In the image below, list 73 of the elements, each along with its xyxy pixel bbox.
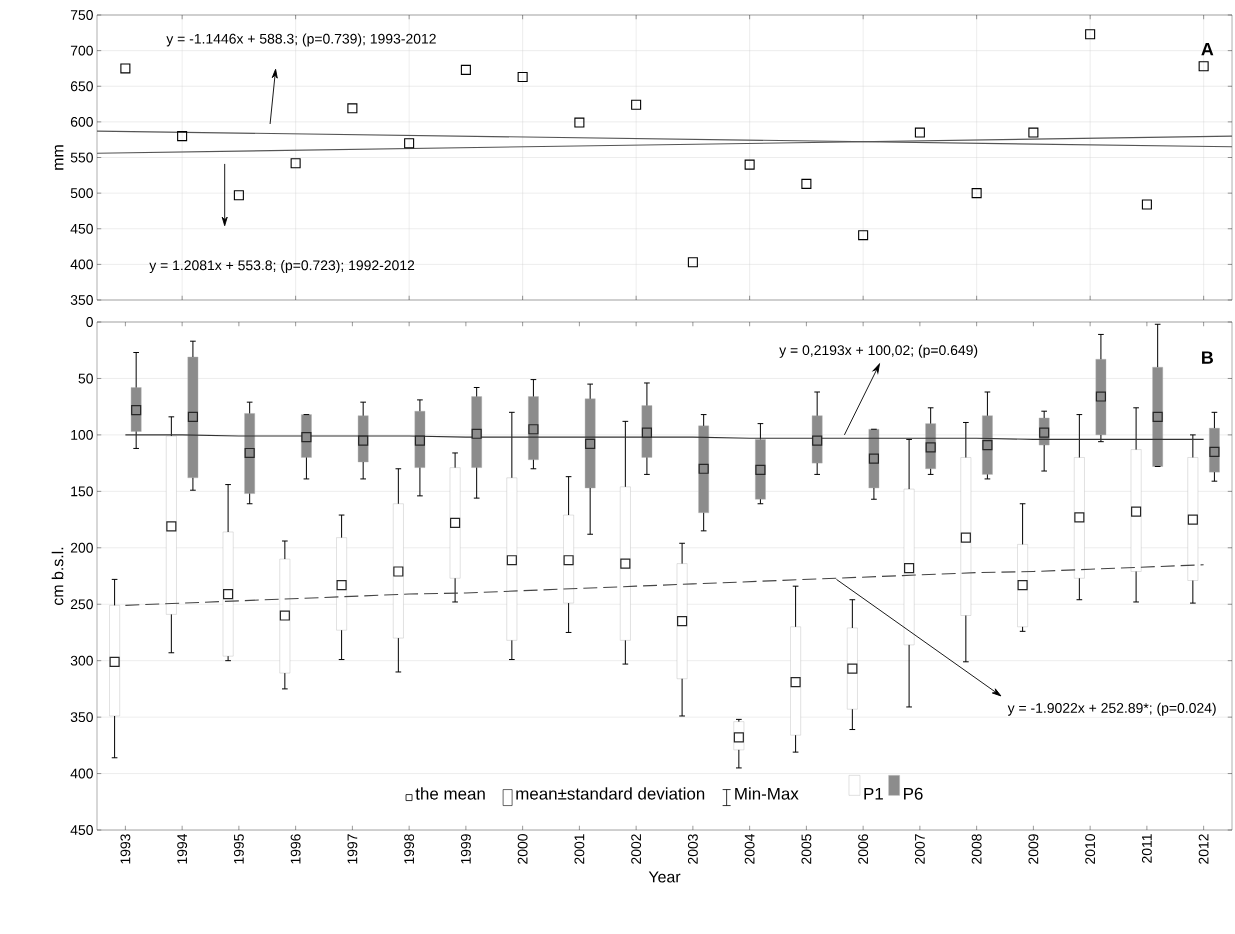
point bbox=[914, 127, 925, 138]
x-tick-label: 2006 bbox=[858, 834, 869, 864]
point bbox=[120, 63, 131, 74]
y-tick-label: 150 bbox=[71, 486, 93, 497]
point bbox=[801, 178, 812, 189]
y-tick-label: 550 bbox=[70, 152, 93, 163]
x-tick-label: 2008 bbox=[971, 834, 982, 864]
x-tick-label: 2001 bbox=[574, 834, 585, 864]
point bbox=[744, 159, 755, 170]
annotation: y = -1.1446x + 588.3; (p=0.739); 1993-2012 bbox=[166, 33, 436, 47]
point bbox=[1085, 29, 1096, 40]
point bbox=[1028, 127, 1039, 138]
y-tick-label: 300 bbox=[70, 655, 93, 666]
x-tick-label: 2007 bbox=[914, 834, 925, 864]
point bbox=[460, 64, 471, 75]
x-tick-label: 2009 bbox=[1028, 834, 1039, 864]
y-tick-label: 200 bbox=[70, 542, 93, 553]
x-tick-label: 1994 bbox=[177, 833, 188, 864]
point bbox=[1141, 199, 1152, 210]
y-axis-title: cm b.s.l. bbox=[51, 547, 64, 606]
y-tick-label: 250 bbox=[70, 599, 93, 610]
y-tick-label: 750 bbox=[70, 10, 93, 20]
y-tick-label: 350 bbox=[70, 295, 93, 305]
annotation: Min-Max bbox=[735, 787, 799, 800]
x-tick-label: 2004 bbox=[744, 833, 755, 864]
annotation: A bbox=[1201, 43, 1214, 56]
y-tick-label: 350 bbox=[70, 712, 93, 723]
x-tick-label: 2005 bbox=[801, 834, 812, 864]
annotation: y = 0,2193x + 100,02; (p=0.649) bbox=[779, 344, 978, 358]
point bbox=[517, 71, 528, 83]
x-axis-title: Year bbox=[648, 871, 681, 883]
annotation: mean±standard deviation bbox=[516, 787, 705, 800]
y-tick-label: 450 bbox=[70, 223, 93, 234]
y-tick-label: 700 bbox=[70, 45, 93, 56]
x-tick-label: 1999 bbox=[460, 834, 471, 864]
x-tick-label: 2000 bbox=[517, 834, 528, 864]
point bbox=[574, 117, 585, 128]
point bbox=[347, 103, 358, 114]
annotation: y = -1.9022x + 252.89*; (p=0.024) bbox=[1007, 702, 1216, 716]
point bbox=[858, 230, 869, 241]
point bbox=[404, 138, 415, 149]
y-tick-label: 500 bbox=[70, 188, 93, 199]
y-tick-label: 100 bbox=[71, 429, 93, 440]
x-tick-label: 2003 bbox=[687, 834, 698, 864]
annotation: y = 1.2081x + 553.8; (p=0.723); 1992-2012 bbox=[149, 260, 415, 274]
x-tick-label: 1995 bbox=[233, 834, 244, 864]
point bbox=[687, 257, 698, 268]
x-tick-label: 1998 bbox=[404, 834, 415, 864]
point bbox=[1198, 61, 1209, 72]
point bbox=[177, 131, 188, 142]
point bbox=[971, 188, 982, 199]
y-tick-label: 0 bbox=[86, 317, 93, 327]
y-tick-label: 400 bbox=[70, 259, 93, 270]
y-tick-label: 600 bbox=[70, 116, 93, 127]
x-tick-label: 2002 bbox=[631, 834, 642, 864]
x-tick-label: 1993 bbox=[120, 834, 131, 864]
annotation: B bbox=[1202, 351, 1213, 364]
point bbox=[290, 158, 301, 169]
y-axis-title: mm bbox=[54, 145, 64, 170]
y-tick-label: 450 bbox=[70, 825, 93, 835]
x-tick-label: 2012 bbox=[1198, 834, 1209, 864]
annotation: the mean bbox=[415, 787, 485, 800]
x-tick-label: 2010 bbox=[1085, 834, 1096, 864]
legend-label: P6 bbox=[904, 787, 923, 800]
x-tick-label: 1997 bbox=[347, 834, 358, 864]
point bbox=[631, 99, 642, 110]
y-tick-label: 50 bbox=[78, 373, 93, 384]
y-tick-label: 400 bbox=[70, 768, 93, 779]
legend-label: P1 bbox=[864, 787, 883, 800]
point bbox=[233, 190, 244, 201]
x-tick-label: 1996 bbox=[290, 834, 301, 864]
y-tick-label: 650 bbox=[70, 81, 93, 92]
x-tick-label: 2011 bbox=[1141, 834, 1152, 863]
